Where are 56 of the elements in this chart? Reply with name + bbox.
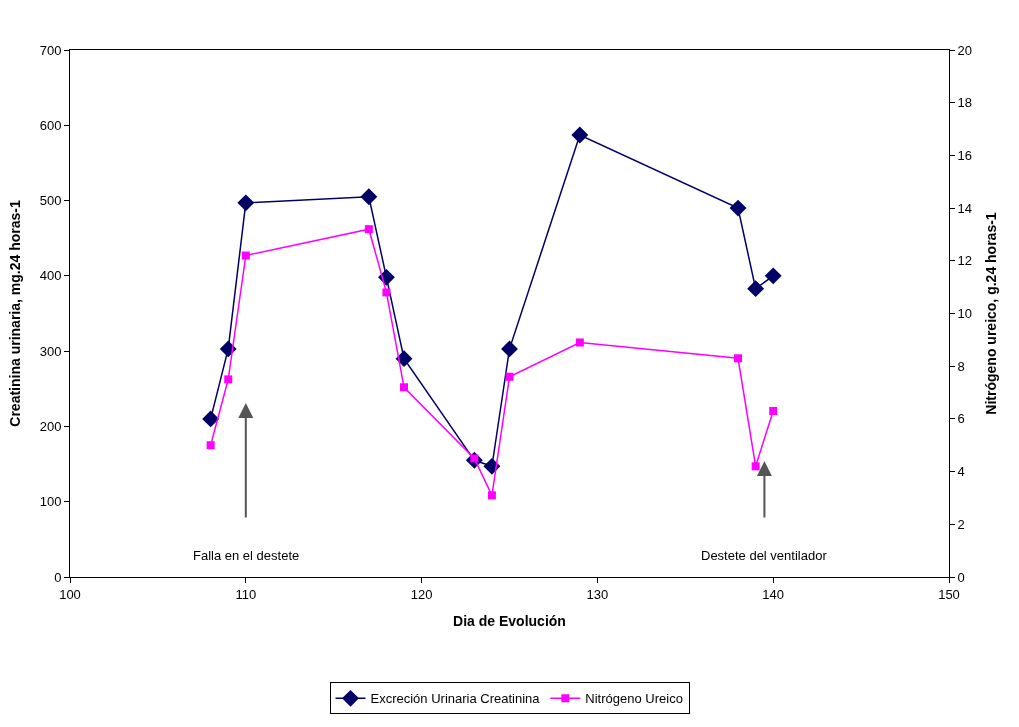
point (219, 340, 237, 358)
point (769, 407, 778, 415)
y-axis-title: Creatinina urinaria, mg.24 horas-1 (7, 200, 24, 427)
y-tick-label: 100 (39, 494, 62, 510)
y2-tick-label: 16 (957, 147, 973, 163)
x-tick-label: 140 (762, 586, 785, 602)
y2-tick-label: 18 (957, 95, 973, 111)
point (241, 251, 250, 260)
y-tick-label: 0 (54, 569, 62, 585)
point (571, 126, 589, 144)
point (382, 288, 391, 297)
x-axis-title: Dia de Evolución (453, 612, 566, 629)
point (505, 372, 514, 381)
y2-tick-label: 0 (957, 569, 965, 585)
point (237, 194, 255, 212)
point (400, 383, 409, 392)
point (751, 462, 760, 471)
x-tick-label: 130 (586, 586, 609, 602)
point (377, 268, 395, 286)
point (360, 188, 378, 206)
y-tick-label: 300 (39, 343, 62, 359)
point (729, 199, 747, 217)
y2-tick-label: 10 (957, 306, 973, 322)
y2-axis-title: Nitrógeno ureico, g.24 horas-1 (983, 212, 1000, 415)
y2-tick-label: 20 (957, 42, 973, 58)
y-tick-label: 700 (39, 42, 62, 58)
y2-tick-label: 4 (957, 464, 965, 480)
y2-tick-label: 14 (957, 200, 973, 216)
point (501, 340, 518, 358)
point (764, 267, 782, 285)
point (224, 375, 233, 384)
point (487, 491, 496, 500)
point (747, 280, 765, 298)
x-tick-label: 150 (938, 586, 960, 602)
y2-tick-label: 2 (957, 516, 965, 532)
legend-label: Excreción Urinaria Creatinina (370, 691, 541, 707)
point (395, 350, 413, 368)
y2-tick-label: 8 (957, 358, 965, 374)
annotation: Falla en el destete (193, 548, 300, 563)
annotation: Destete del ventilador (701, 548, 828, 563)
point (575, 338, 584, 347)
point (364, 225, 373, 234)
y-tick-label: 400 (39, 268, 62, 284)
x-tick-label: 120 (410, 586, 433, 602)
point (202, 410, 220, 428)
legend-label: Nitrógeno Ureico (585, 691, 683, 707)
point (734, 354, 743, 363)
point (206, 441, 215, 450)
y-tick-label: 500 (39, 193, 62, 209)
x-tick-label: 110 (235, 586, 257, 602)
y-tick-label: 600 (39, 117, 62, 133)
y-tick-label: 200 (39, 418, 62, 434)
y2-tick-label: 6 (957, 411, 965, 427)
x-tick-label: 100 (59, 586, 81, 602)
point (483, 457, 501, 475)
y2-tick-label: 12 (957, 253, 973, 269)
